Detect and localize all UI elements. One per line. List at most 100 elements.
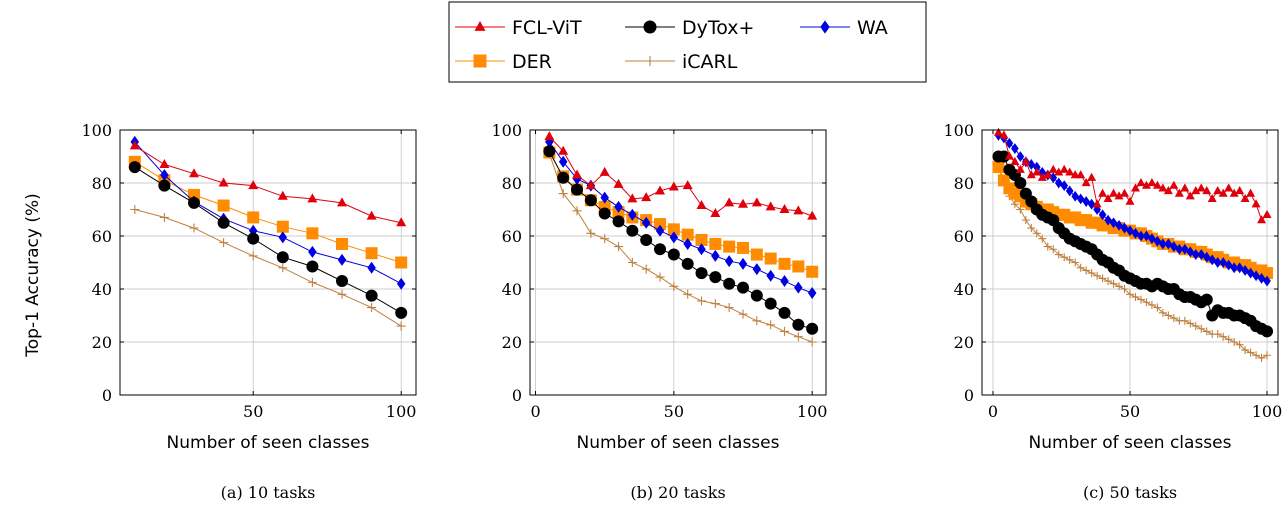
data-point xyxy=(1252,351,1261,360)
legend-label: DyTox+ xyxy=(682,17,754,39)
data-point xyxy=(793,205,804,215)
data-point xyxy=(1010,156,1020,165)
data-point xyxy=(1224,335,1233,344)
data-point xyxy=(627,193,638,203)
y-tick-label: 20 xyxy=(954,333,974,352)
caption: (b) 20 tasks xyxy=(630,483,725,502)
data-point xyxy=(738,309,748,319)
data-point xyxy=(1109,217,1118,229)
data-point xyxy=(1015,164,1025,173)
data-point xyxy=(1054,250,1063,259)
data-point xyxy=(159,158,170,168)
data-point xyxy=(737,281,750,294)
data-point xyxy=(1037,172,1047,181)
data-point xyxy=(1141,180,1151,189)
data-point xyxy=(219,238,229,248)
data-point xyxy=(1153,235,1162,247)
data-point xyxy=(654,243,667,256)
series-line xyxy=(134,145,402,224)
data-point xyxy=(794,281,803,294)
data-point xyxy=(1262,209,1272,218)
data-point xyxy=(1175,243,1184,255)
y-tick-label: 20 xyxy=(92,333,112,352)
data-point xyxy=(1136,295,1145,304)
data-point xyxy=(1026,170,1036,179)
series-fcl-vit xyxy=(129,140,407,227)
data-point xyxy=(306,227,319,240)
data-point xyxy=(1191,186,1201,195)
data-point xyxy=(395,256,408,269)
data-point xyxy=(278,263,288,273)
series-der xyxy=(128,155,408,269)
x-tick-label: 0 xyxy=(988,402,998,421)
series-der xyxy=(992,161,1274,280)
data-point xyxy=(993,127,1003,136)
data-point xyxy=(709,271,722,284)
data-point xyxy=(1054,177,1063,189)
data-point xyxy=(1180,316,1189,325)
data-point xyxy=(306,260,319,273)
data-point xyxy=(307,277,317,287)
data-point xyxy=(724,303,734,313)
data-point xyxy=(247,232,260,245)
data-point xyxy=(276,251,289,264)
data-point xyxy=(308,245,317,258)
data-point xyxy=(584,194,597,207)
data-point xyxy=(667,248,680,261)
data-point xyxy=(337,253,347,266)
data-point xyxy=(614,200,623,213)
data-point xyxy=(992,161,1005,174)
data-point xyxy=(130,205,140,214)
data-point xyxy=(1241,345,1250,354)
x-tick-label: 50 xyxy=(664,402,684,421)
data-point xyxy=(1027,224,1036,233)
data-point xyxy=(1159,238,1167,250)
data-point xyxy=(1087,172,1097,181)
data-point xyxy=(1109,188,1119,197)
data-point xyxy=(1137,230,1145,242)
data-point xyxy=(1011,143,1019,154)
data-point xyxy=(683,289,693,299)
y-axis-label: Top-1 Accuracy (%) xyxy=(23,193,43,357)
data-point xyxy=(572,169,583,179)
data-point xyxy=(1263,275,1271,287)
data-point xyxy=(792,260,805,273)
data-point xyxy=(1257,353,1266,362)
data-point xyxy=(1180,183,1190,192)
data-point xyxy=(1230,338,1239,346)
data-point xyxy=(544,131,555,141)
data-point xyxy=(396,277,406,290)
y-tick-label: 100 xyxy=(943,121,974,140)
data-point xyxy=(1235,186,1245,195)
series-dytox xyxy=(992,150,1274,338)
data-point xyxy=(681,257,694,270)
data-point xyxy=(710,299,720,309)
legend-marker xyxy=(820,20,830,34)
data-point xyxy=(278,231,288,244)
data-point xyxy=(751,197,762,207)
data-point xyxy=(1065,185,1074,197)
data-point xyxy=(1230,262,1238,274)
data-point xyxy=(367,303,377,313)
data-point xyxy=(1213,257,1222,268)
data-point xyxy=(669,281,679,291)
data-point xyxy=(1213,330,1222,339)
data-point xyxy=(1130,183,1140,192)
data-point xyxy=(1263,351,1272,360)
data-point xyxy=(1246,348,1255,357)
data-point xyxy=(807,337,817,347)
data-point xyxy=(1153,303,1162,312)
x-tick-label: 50 xyxy=(1120,402,1140,421)
data-point xyxy=(558,189,568,199)
data-point xyxy=(750,289,763,302)
data-point xyxy=(217,199,230,212)
data-point xyxy=(1081,178,1091,187)
data-point xyxy=(1224,259,1233,271)
data-point xyxy=(723,277,736,290)
legend-marker xyxy=(645,56,655,66)
y-tick-label: 80 xyxy=(954,174,974,193)
data-point xyxy=(558,155,568,168)
data-point xyxy=(614,242,624,252)
data-point xyxy=(752,316,762,326)
series-line xyxy=(548,153,813,343)
